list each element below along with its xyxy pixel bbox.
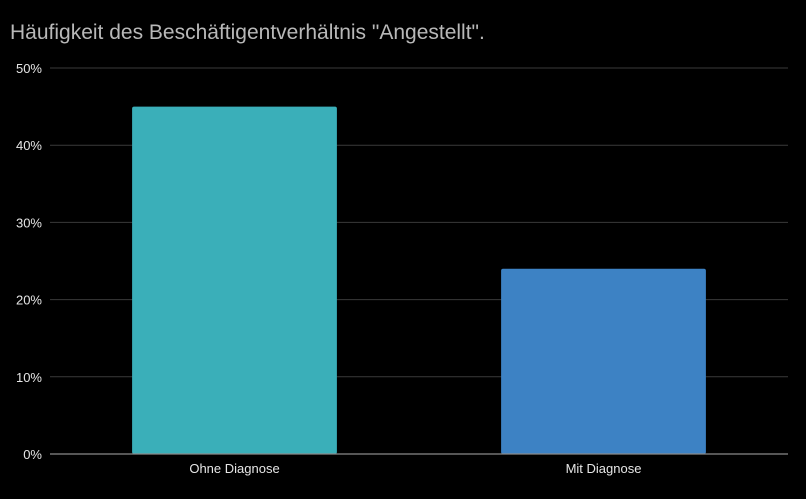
y-tick-label: 30% <box>16 215 42 230</box>
x-axis-labels: Ohne Diagnose Mit Diagnose <box>189 461 641 476</box>
y-axis-ticks: 0% 10% 20% 30% 40% 50% <box>16 61 42 462</box>
x-tick-label: Ohne Diagnose <box>189 461 279 476</box>
y-tick-label: 10% <box>16 370 42 385</box>
y-tick-label: 50% <box>16 61 42 76</box>
y-tick-label: 20% <box>16 293 42 308</box>
y-tick-label: 40% <box>16 138 42 153</box>
bar-mit-diagnose <box>501 268 706 454</box>
chart-title: Häufigkeit des Beschäftigentverhältnis "… <box>10 21 485 44</box>
bars <box>132 106 706 454</box>
bar-ohne-diagnose <box>132 106 337 454</box>
x-tick-label: Mit Diagnose <box>566 461 642 476</box>
y-tick-label: 0% <box>23 447 42 462</box>
